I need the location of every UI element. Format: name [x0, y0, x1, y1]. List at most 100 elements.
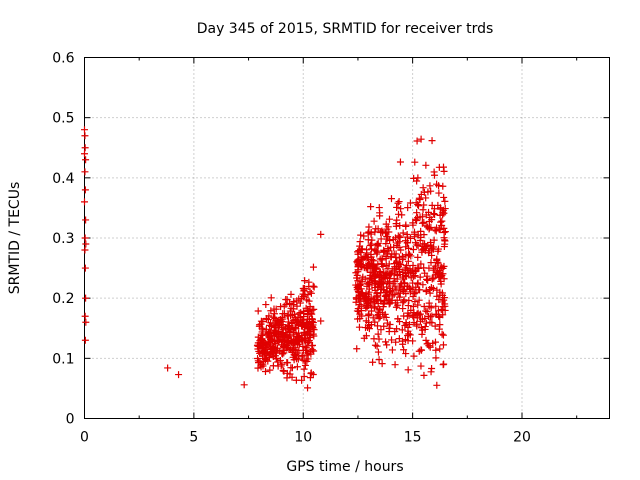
- data-point: [416, 196, 424, 204]
- data-point: [404, 323, 412, 331]
- data-point: [258, 336, 266, 344]
- data-point: [392, 338, 400, 346]
- data-point: [261, 348, 269, 356]
- data-point: [255, 347, 263, 355]
- data-point: [267, 307, 275, 315]
- data-point: [373, 248, 381, 256]
- data-point: [406, 268, 414, 276]
- data-point: [299, 342, 307, 350]
- data-point: [421, 314, 429, 322]
- data-point: [81, 246, 89, 254]
- data-point: [417, 227, 425, 235]
- data-point: [410, 230, 418, 238]
- data-point: [381, 292, 389, 300]
- data-point: [373, 342, 381, 350]
- x-tick-label: 5: [189, 430, 198, 446]
- y-tick-label: 0.2: [52, 291, 74, 307]
- data-point: [394, 315, 402, 323]
- data-point: [294, 341, 302, 349]
- data-point: [378, 276, 386, 284]
- data-point: [362, 332, 370, 340]
- data-point: [356, 259, 364, 267]
- data-point: [421, 323, 429, 331]
- data-point: [414, 253, 422, 261]
- data-point: [414, 201, 422, 209]
- data-point: [407, 274, 415, 282]
- data-point: [441, 205, 449, 213]
- data-point: [395, 198, 403, 206]
- data-point: [439, 182, 447, 190]
- data-point: [389, 236, 397, 244]
- data-point: [415, 296, 423, 304]
- data-point: [267, 322, 275, 330]
- data-point: [370, 217, 378, 225]
- data-point: [374, 239, 382, 247]
- data-point: [396, 158, 404, 166]
- data-point: [305, 308, 313, 316]
- data-point: [413, 137, 421, 145]
- data-point: [266, 329, 274, 337]
- data-point: [301, 361, 309, 369]
- data-point: [374, 348, 382, 356]
- data-point: [409, 303, 417, 311]
- data-point: [356, 291, 364, 299]
- data-point: [298, 353, 306, 361]
- data-point: [356, 315, 364, 323]
- data-point: [310, 283, 318, 291]
- data-point: [384, 265, 392, 273]
- data-point: [405, 250, 413, 258]
- data-point: [280, 349, 288, 357]
- data-point: [370, 335, 378, 343]
- data-point: [394, 199, 402, 207]
- y-tick-label: 0.3: [52, 231, 74, 247]
- data-point: [82, 318, 90, 326]
- data-point: [393, 296, 401, 304]
- data-point: [382, 338, 390, 346]
- data-point: [405, 330, 413, 338]
- data-point: [288, 319, 296, 327]
- data-point: [375, 204, 383, 212]
- data-point: [254, 307, 262, 315]
- data-point: [305, 297, 313, 305]
- data-point: [436, 264, 444, 272]
- data-point: [420, 218, 428, 226]
- data-point: [383, 233, 391, 241]
- data-point: [310, 332, 318, 340]
- data-point: [407, 252, 415, 260]
- data-point: [373, 241, 381, 249]
- data-point: [406, 199, 414, 207]
- data-point: [411, 272, 419, 280]
- data-point: [301, 336, 309, 344]
- data-point: [267, 294, 275, 302]
- data-point: [309, 263, 317, 271]
- data-point: [308, 317, 316, 325]
- data-point: [365, 302, 373, 310]
- data-point: [420, 303, 428, 311]
- data-point: [415, 202, 423, 210]
- data-point: [409, 261, 417, 269]
- data-point: [402, 350, 410, 358]
- data-point: [367, 321, 375, 329]
- data-point: [439, 341, 447, 349]
- data-point: [82, 294, 90, 302]
- data-point: [433, 180, 441, 188]
- y-axis-label: SRMTID / TECUs: [7, 182, 23, 295]
- data-point: [396, 222, 404, 230]
- data-point: [403, 262, 411, 270]
- data-point: [365, 325, 373, 333]
- grid-lines: [84, 57, 610, 419]
- data-point: [440, 193, 448, 201]
- data-point: [284, 318, 292, 326]
- data-point: [385, 328, 393, 336]
- data-point: [399, 255, 407, 263]
- data-point: [380, 296, 388, 304]
- data-point: [409, 312, 417, 320]
- data-point: [369, 358, 377, 366]
- data-point: [385, 260, 393, 268]
- data-point: [421, 247, 429, 255]
- data-point: [428, 201, 436, 209]
- data-point: [354, 277, 362, 285]
- data-point: [388, 346, 396, 354]
- data-point: [292, 376, 300, 384]
- data-point: [411, 158, 419, 166]
